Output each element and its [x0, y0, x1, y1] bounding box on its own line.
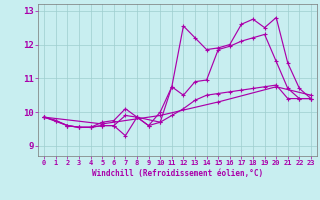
X-axis label: Windchill (Refroidissement éolien,°C): Windchill (Refroidissement éolien,°C)	[92, 169, 263, 178]
